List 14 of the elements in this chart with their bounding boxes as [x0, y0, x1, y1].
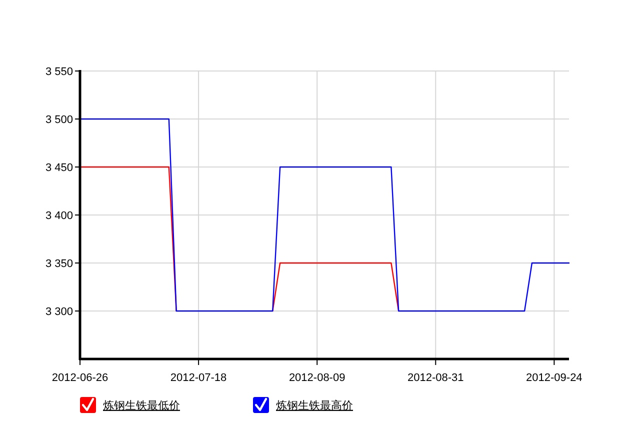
y-tick-label: 3 400	[45, 210, 73, 222]
x-tick-label: 2012-06-26	[52, 372, 108, 384]
y-tick-label: 3 500	[45, 114, 73, 126]
line-series	[79, 118, 570, 312]
y-tick-label: 3 450	[45, 162, 73, 174]
x-tick-label: 2012-08-09	[288, 372, 346, 384]
y-tick-label: 3 350	[45, 258, 73, 270]
y-tick-label: 3 300	[45, 306, 73, 318]
x-tick-label: 2012-07-18	[170, 372, 227, 384]
y-tick-label: 3 550	[45, 66, 73, 78]
x-tick-label: 2012-08-31	[407, 372, 464, 384]
x-tick-label: 2012-09-24	[526, 372, 582, 384]
legend-label: 炼钢生铁最高价	[276, 398, 353, 412]
legend-label: 炼钢生铁最低价	[103, 398, 180, 412]
